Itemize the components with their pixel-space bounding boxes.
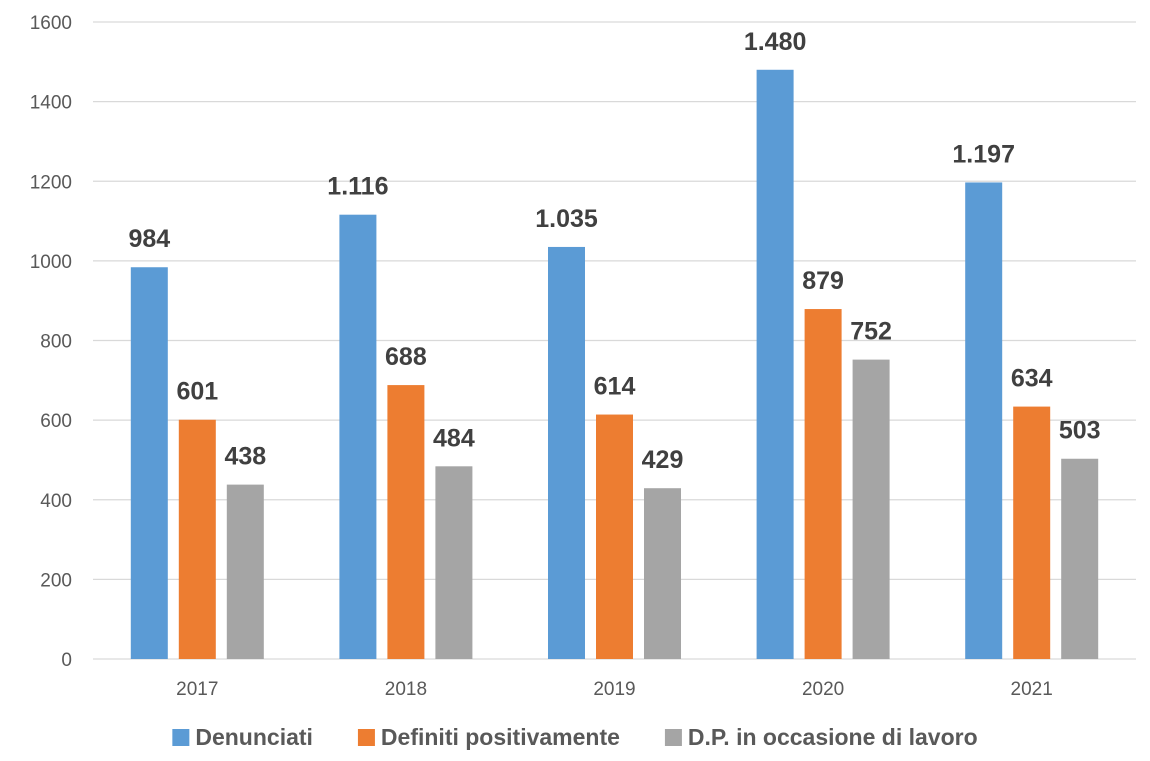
y-tick-label: 600 bbox=[40, 411, 72, 432]
data-labels-layer: 984 601 438 1.116 688 484 1.035 614 429 1.480 8797… bbox=[128, 28, 1100, 474]
legend-item: D.P. in occasione di lavoro bbox=[664, 724, 978, 750]
bar-d-p-in-occasione-di-lavoro-2018 bbox=[435, 466, 473, 659]
grid-layer bbox=[93, 21, 1136, 660]
y-tick-label: 1000 bbox=[30, 252, 72, 273]
data-label: 1.116 bbox=[327, 173, 388, 201]
data-label: 752 bbox=[850, 318, 892, 346]
data-label: 1.035 bbox=[535, 205, 598, 233]
bar-denunciati-2021 bbox=[965, 182, 1003, 659]
data-label: 879 bbox=[802, 267, 844, 295]
data-label: 503 bbox=[1059, 417, 1101, 445]
bar-d-p-in-occasione-di-lavoro-2017 bbox=[226, 484, 264, 659]
data-label: 429 bbox=[642, 446, 684, 474]
bar-d-p-in-occasione-di-lavoro-2019 bbox=[644, 488, 681, 659]
legend-swatch bbox=[357, 729, 375, 746]
legend: Denunciati Definiti positivamente D.P. in … bbox=[172, 724, 978, 750]
data-label: 601 bbox=[176, 378, 218, 406]
legend-label: Definiti positivamente bbox=[381, 724, 620, 750]
data-label: 984 bbox=[128, 225, 170, 253]
x-tick-label: 2017 bbox=[176, 679, 218, 700]
data-label: 634 bbox=[1011, 365, 1053, 393]
bar-d-p-in-occasione-di-lavoro-2020 bbox=[852, 359, 890, 659]
data-label: 1.480 bbox=[744, 28, 807, 56]
legend-item: Denunciati bbox=[172, 724, 313, 750]
data-label: 1.197 bbox=[952, 140, 1015, 168]
legend-label: D.P. in occasione di lavoro bbox=[688, 724, 978, 750]
bar-definiti-positivamente-2019 bbox=[596, 414, 633, 659]
data-label: 484 bbox=[433, 424, 475, 452]
x-tick-label: 2019 bbox=[593, 679, 635, 700]
y-tick-label: 200 bbox=[40, 570, 72, 591]
data-label: 438 bbox=[224, 443, 266, 471]
bar-denunciati-2020 bbox=[756, 69, 794, 659]
bar-d-p-in-occasione-di-lavoro-2021 bbox=[1061, 458, 1099, 659]
x-tick-label: 2018 bbox=[385, 679, 427, 700]
x-axis: 2017 2018 2019 2020 2021 bbox=[176, 679, 1053, 700]
data-label: 688 bbox=[385, 343, 427, 371]
y-tick-label: 800 bbox=[40, 332, 72, 353]
x-tick-label: 2021 bbox=[1011, 679, 1053, 700]
legend-item: Definiti positivamente bbox=[357, 724, 620, 750]
y-tick-label: 1600 bbox=[30, 13, 72, 34]
y-tick-label: 400 bbox=[40, 491, 72, 512]
y-tick-label: 0 bbox=[61, 650, 72, 671]
bar-denunciati-2017 bbox=[130, 267, 168, 659]
legend-label: Denunciati bbox=[195, 724, 313, 750]
bar-definiti-positivamente-2021 bbox=[1013, 406, 1051, 659]
bar-denunciati-2019 bbox=[548, 246, 585, 660]
bar-denunciati-2018 bbox=[339, 214, 377, 659]
legend-swatch bbox=[172, 729, 190, 746]
legend-swatch bbox=[664, 729, 682, 746]
y-axis: 0 200 400 600 800 1000 1200 1400 1600 bbox=[30, 13, 72, 671]
bar-definiti-positivamente-2018 bbox=[387, 385, 425, 659]
data-label: 614 bbox=[594, 373, 636, 401]
bars-layer bbox=[130, 69, 1099, 660]
bar-definiti-positivamente-2017 bbox=[178, 419, 216, 659]
x-tick-label: 2020 bbox=[802, 679, 844, 700]
y-tick-label: 1200 bbox=[30, 172, 72, 193]
y-tick-label: 1400 bbox=[30, 93, 72, 114]
bar-definiti-positivamente-2020 bbox=[804, 309, 842, 659]
